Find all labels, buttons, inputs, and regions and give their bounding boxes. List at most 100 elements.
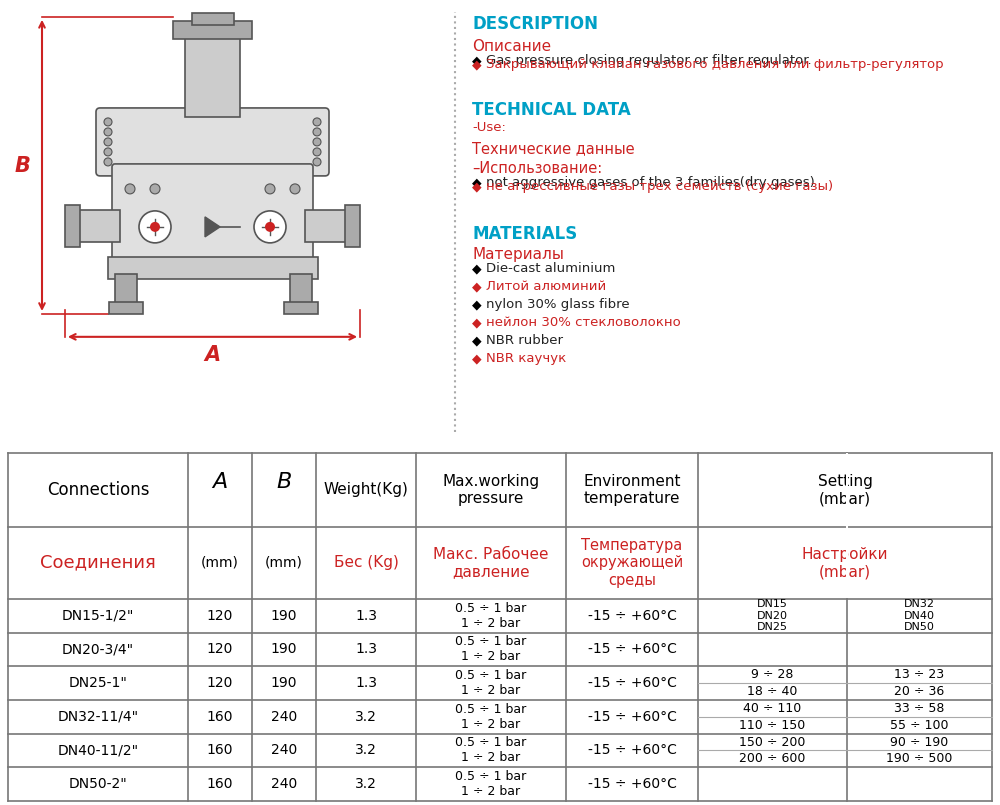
Text: Max.working
pressure: Max.working pressure <box>442 473 540 506</box>
Text: –Использование:: –Использование: <box>472 161 602 176</box>
FancyBboxPatch shape <box>112 164 313 265</box>
Text: 160: 160 <box>207 710 233 724</box>
Bar <box>192 13 234 25</box>
Bar <box>108 257 318 279</box>
Text: 240: 240 <box>271 710 297 724</box>
Text: Gas pressure closing regulator or filter regulator.: Gas pressure closing regulator or filter… <box>486 55 812 68</box>
Text: 0.5 ÷ 1 bar
1 ÷ 2 bar: 0.5 ÷ 1 bar 1 ÷ 2 bar <box>455 669 527 697</box>
Text: ◆: ◆ <box>472 180 482 193</box>
Text: DN32-11/4": DN32-11/4" <box>57 710 139 724</box>
Text: NBR каучук: NBR каучук <box>486 353 566 365</box>
Text: DN15-1/2": DN15-1/2" <box>62 609 134 623</box>
Text: Литой алюминий: Литой алюминий <box>486 280 606 293</box>
Circle shape <box>150 222 160 232</box>
Text: (mm): (mm) <box>265 555 303 570</box>
Text: ◆: ◆ <box>472 176 482 189</box>
Circle shape <box>313 118 321 126</box>
Text: Environment
temperature: Environment temperature <box>583 473 681 506</box>
Text: DN32
DN40
DN50: DN32 DN40 DN50 <box>904 599 935 632</box>
Text: 190: 190 <box>271 642 297 656</box>
Text: Setting
(mbar): Setting (mbar) <box>818 473 872 506</box>
Text: nylon 30% glass fibre: nylon 30% glass fibre <box>486 299 630 312</box>
Text: Описание: Описание <box>472 39 551 54</box>
Text: 0.5 ÷ 1 bar
1 ÷ 2 bar: 0.5 ÷ 1 bar 1 ÷ 2 bar <box>455 703 527 731</box>
Circle shape <box>265 222 275 232</box>
Text: 190 ÷ 500: 190 ÷ 500 <box>886 753 953 766</box>
Bar <box>345 205 360 247</box>
Text: DN20-3/4": DN20-3/4" <box>62 642 134 656</box>
Text: -15 ÷ +60°C: -15 ÷ +60°C <box>588 642 676 656</box>
Bar <box>173 21 252 39</box>
Text: DN50-2": DN50-2" <box>69 777 127 791</box>
Text: 190: 190 <box>271 609 297 623</box>
Text: 240: 240 <box>271 777 297 791</box>
Bar <box>846 452 848 598</box>
Circle shape <box>104 138 112 146</box>
Text: Закрывающий клапан газового давления или фильтр-регулятор: Закрывающий клапан газового давления или… <box>486 59 944 72</box>
Text: 120: 120 <box>207 676 233 690</box>
Text: ◆: ◆ <box>472 353 482 365</box>
Circle shape <box>254 211 286 243</box>
Text: 13 ÷ 23: 13 ÷ 23 <box>894 668 945 681</box>
Text: Температура
окружающей
среды: Температура окружающей среды <box>581 538 683 588</box>
Text: DN40-11/2": DN40-11/2" <box>57 744 139 758</box>
Text: 3.2: 3.2 <box>355 710 377 724</box>
Text: ◆: ◆ <box>472 334 482 347</box>
Text: не агрессивные газы трех семейств (сухие газы): не агрессивные газы трех семейств (сухие… <box>486 180 833 193</box>
Text: 240: 240 <box>271 744 297 758</box>
Text: 3.2: 3.2 <box>355 744 377 758</box>
Text: Технические данные: Технические данные <box>472 141 635 156</box>
Text: MATERIALS: MATERIALS <box>472 225 577 243</box>
Text: A: A <box>212 472 228 492</box>
Text: 120: 120 <box>207 642 233 656</box>
Text: B: B <box>14 156 30 176</box>
Text: 190: 190 <box>271 676 297 690</box>
Text: 120: 120 <box>207 609 233 623</box>
Text: 55 ÷ 100: 55 ÷ 100 <box>890 719 949 732</box>
FancyBboxPatch shape <box>96 108 329 176</box>
Text: -15 ÷ +60°C: -15 ÷ +60°C <box>588 744 676 758</box>
Text: 0.5 ÷ 1 bar
1 ÷ 2 bar: 0.5 ÷ 1 bar 1 ÷ 2 bar <box>455 770 527 798</box>
Text: -15 ÷ +60°C: -15 ÷ +60°C <box>588 710 676 724</box>
Text: 150 ÷ 200: 150 ÷ 200 <box>739 736 806 749</box>
Circle shape <box>139 211 171 243</box>
Text: not aggressive gases of the 3 families(dry gases): not aggressive gases of the 3 families(d… <box>486 176 815 189</box>
Text: Соединения: Соединения <box>40 554 156 572</box>
Text: ◆: ◆ <box>472 280 482 293</box>
Text: -15 ÷ +60°C: -15 ÷ +60°C <box>588 676 676 690</box>
Text: 1.3: 1.3 <box>355 609 377 623</box>
Text: Connections: Connections <box>47 481 149 499</box>
Text: 0.5 ÷ 1 bar
1 ÷ 2 bar: 0.5 ÷ 1 bar 1 ÷ 2 bar <box>455 635 527 663</box>
Text: (mm): (mm) <box>201 555 239 570</box>
Text: ◆: ◆ <box>472 299 482 312</box>
Text: 9 ÷ 28: 9 ÷ 28 <box>751 668 794 681</box>
Bar <box>185 32 240 117</box>
Text: Настройки
(mbar): Настройки (mbar) <box>802 547 888 579</box>
Bar <box>115 274 137 309</box>
Circle shape <box>104 128 112 136</box>
Text: ◆: ◆ <box>472 59 482 72</box>
Text: 90 ÷ 190: 90 ÷ 190 <box>890 736 949 749</box>
Text: DN25-1": DN25-1" <box>69 676 127 690</box>
Text: Weight(Kg): Weight(Kg) <box>324 482 408 497</box>
Bar <box>109 302 143 314</box>
Circle shape <box>313 128 321 136</box>
Circle shape <box>313 148 321 156</box>
Circle shape <box>104 148 112 156</box>
Text: 18 ÷ 40: 18 ÷ 40 <box>747 685 798 698</box>
Polygon shape <box>205 217 220 237</box>
Text: NBR rubber: NBR rubber <box>486 334 563 347</box>
Text: нейлон 30% стекловолокно: нейлон 30% стекловолокно <box>486 316 681 329</box>
Bar <box>284 302 318 314</box>
Circle shape <box>104 118 112 126</box>
Circle shape <box>104 158 112 166</box>
Circle shape <box>150 184 160 194</box>
Text: 160: 160 <box>207 744 233 758</box>
Text: 1.3: 1.3 <box>355 642 377 656</box>
Text: 0.5 ÷ 1 bar
1 ÷ 2 bar: 0.5 ÷ 1 bar 1 ÷ 2 bar <box>455 737 527 765</box>
Text: -Use:: -Use: <box>472 121 506 134</box>
Text: B: B <box>276 472 292 492</box>
Bar <box>70 210 120 242</box>
Text: 110 ÷ 150: 110 ÷ 150 <box>739 719 806 732</box>
Text: ◆: ◆ <box>472 316 482 329</box>
